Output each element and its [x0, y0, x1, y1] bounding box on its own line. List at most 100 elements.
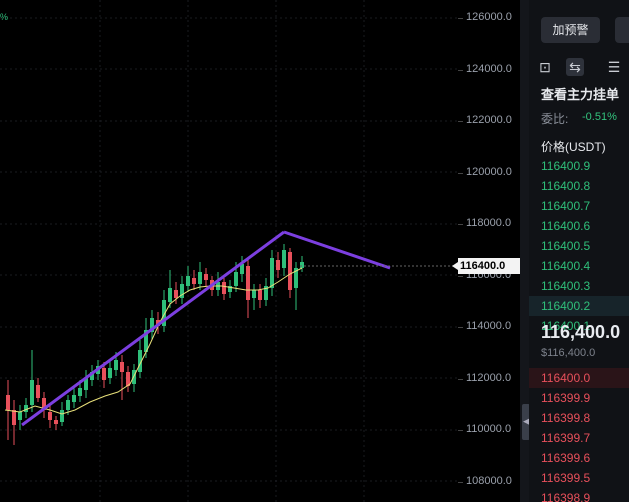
current-price-tag: 116400.0 [452, 258, 522, 274]
candle-body [102, 368, 106, 380]
collapse-handle[interactable]: ◀ [522, 404, 530, 440]
candle-body [294, 268, 298, 288]
bid-row[interactable]: 116400.6 [541, 219, 591, 233]
more-button[interactable] [615, 17, 629, 43]
axis-tick-label: 110000.0 [466, 423, 512, 435]
ask-row[interactable]: 116399.9 [541, 391, 591, 405]
axis-tick-label: 126000.0 [466, 11, 512, 23]
candlestick-chart[interactable]: % [0, 0, 458, 502]
candle-body [30, 380, 34, 405]
bid-row[interactable]: 116400.7 [541, 199, 591, 213]
candle-body [90, 372, 94, 380]
candle-body [18, 412, 22, 420]
axis-tick-mark [458, 172, 463, 174]
candle-body [174, 290, 178, 298]
axis-tick-mark [458, 275, 463, 277]
candle-body [204, 274, 208, 280]
axis-tick-mark [458, 430, 463, 431]
candle-body [12, 410, 16, 425]
axis-tick-mark [458, 327, 463, 328]
candle-body [198, 272, 202, 284]
candle-body [288, 252, 292, 290]
axis-tick-label: 112000.0 [466, 371, 512, 384]
axis-tick-mark [458, 69, 463, 71]
candle-body [300, 262, 304, 268]
candle-body [258, 290, 262, 300]
axis-tick-mark [458, 224, 463, 225]
axis-tick-mark [458, 481, 463, 483]
downtrend-line [283, 230, 391, 270]
candle-body [192, 278, 196, 284]
bid-row[interactable]: 116400.2 [541, 299, 591, 313]
candlesticks [6, 244, 304, 445]
candle-body [282, 250, 286, 268]
bid-row[interactable]: 116400.1 [541, 319, 591, 333]
price-axis[interactable]: 126000.0 124000.0 122000.0 120000.0 118000.0… [458, 0, 520, 502]
best-ask-highlight [529, 368, 629, 388]
axis-tick-mark [458, 18, 463, 19]
candle-body [228, 286, 232, 292]
last-price-usd: $116,400.0 [541, 347, 596, 359]
candle-body [270, 258, 274, 288]
candle-body [276, 260, 280, 270]
axis-tick-mark [458, 378, 463, 380]
candle-body [246, 266, 250, 300]
candle-body [48, 412, 52, 420]
panel-splitter[interactable] [520, 0, 529, 502]
ratio-value: -0.51% [582, 111, 617, 123]
ask-row[interactable]: 116400.0 [541, 371, 591, 385]
bid-row[interactable]: 116400.5 [541, 239, 591, 253]
bid-row[interactable]: 116400.8 [541, 179, 591, 193]
add-alert-button[interactable]: 加预警 [541, 17, 600, 43]
axis-tick-label: 122000.0 [466, 114, 512, 126]
chart-corner-label: % [0, 12, 8, 22]
uptrend-line [21, 230, 285, 427]
candle-body [108, 368, 112, 378]
ask-row[interactable]: 116399.8 [541, 411, 591, 425]
candle-body [138, 350, 142, 372]
bid-row[interactable]: 116400.3 [541, 279, 591, 293]
candle-body [114, 360, 118, 370]
bid-row[interactable]: 116400.4 [541, 259, 591, 273]
orderbook-panel: 加预警 ⊡ ⇆ ☰ 查看主力挂单 委比: -0.51% 价格(USDT) 116… [529, 0, 629, 502]
bid-row[interactable]: 116400.9 [541, 159, 591, 173]
axis-tick-label: 118000.0 [466, 217, 512, 229]
candle-body [42, 398, 46, 410]
axis-tick-label: 120000.0 [466, 165, 512, 178]
candle-body [72, 395, 76, 402]
orderbook-split-icon[interactable]: ⇆ [566, 58, 584, 76]
moving-average-line [4, 267, 303, 415]
candle-body [84, 378, 88, 390]
candle-body [252, 290, 256, 298]
candle-body [222, 282, 226, 294]
orderbook-title[interactable]: 查看主力挂单 [541, 87, 620, 102]
ratio-label: 委比: [541, 112, 569, 126]
candle-body [24, 405, 28, 412]
candle-body [264, 286, 268, 300]
last-price: 116,400.0 [541, 322, 621, 342]
candle-body [120, 362, 124, 372]
axis-tick-label: 108000.0 [466, 474, 512, 487]
ask-row[interactable]: 116399.6 [541, 451, 591, 465]
axis-tick-label: 124000.0 [466, 62, 512, 75]
chart-grid [0, 0, 458, 502]
candle-body [126, 372, 130, 386]
ask-row[interactable]: 116399.7 [541, 431, 591, 445]
candle-body [234, 272, 238, 286]
orderbook-list-icon[interactable]: ☰ [607, 59, 621, 75]
candle-body [66, 400, 70, 410]
candle-body [60, 410, 64, 422]
candle-body [162, 300, 166, 326]
candle-body [36, 385, 40, 398]
price-column-header: 价格(USDT) [541, 140, 606, 154]
candle-body [180, 284, 184, 298]
candle-body [6, 395, 10, 410]
best-bid-highlight [529, 296, 629, 316]
candle-body [150, 318, 154, 332]
ask-row[interactable]: 116399.5 [541, 471, 591, 485]
axis-tick-mark [458, 121, 463, 122]
orderbook-both-icon[interactable]: ⊡ [539, 59, 551, 75]
ask-row[interactable]: 116398.9 [541, 491, 591, 502]
axis-tick-label: 114000.0 [466, 320, 512, 332]
candle-body [168, 288, 172, 302]
